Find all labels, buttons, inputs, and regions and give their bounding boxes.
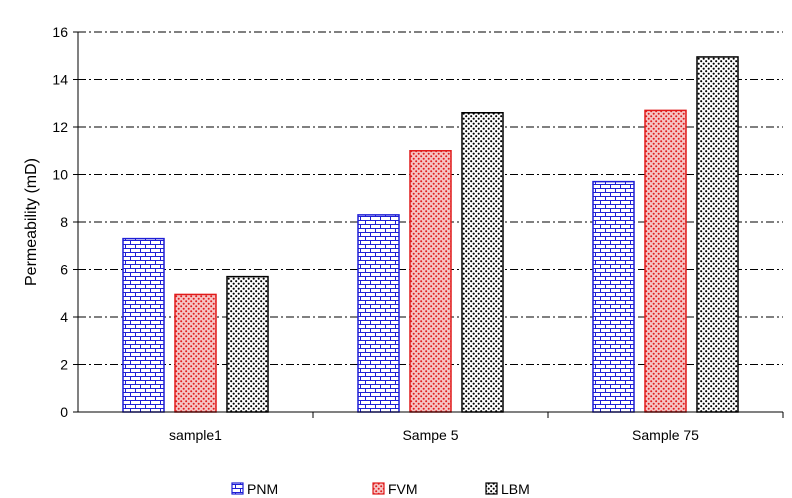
x-category-label: sample1	[169, 427, 222, 443]
bar-pnm-1	[357, 214, 400, 413]
x-category-label: Sample 75	[632, 427, 699, 443]
y-axis-ticks: 0 2 4 6 8 10 12 14 16	[52, 24, 78, 420]
bars	[122, 56, 739, 413]
bar-lbm-1	[461, 112, 504, 413]
legend-label-fvm: FVM	[388, 481, 418, 497]
bar-lbm-0	[226, 275, 269, 413]
legend-label-lbm: LBM	[501, 481, 530, 497]
x-category-label: Sampe 5	[402, 427, 458, 443]
y-tick-label: 16	[52, 24, 68, 40]
bar-pnm-2	[592, 180, 635, 413]
bar-lbm-2	[696, 56, 739, 413]
y-tick-label: 14	[52, 72, 68, 88]
bar-fvm-1	[409, 150, 452, 413]
legend-swatch-pnm	[231, 482, 244, 495]
y-axis-title: Permeability (mD)	[23, 158, 40, 286]
y-tick-label: 0	[60, 404, 68, 420]
bar-fvm-2	[644, 109, 687, 413]
bar-pnm-0	[122, 237, 165, 413]
bar-fvm-0	[174, 293, 217, 413]
y-tick-label: 4	[60, 309, 68, 325]
legend: PNM FVM LBM	[231, 481, 530, 497]
x-axis-labels: sample1 Sampe 5 Sample 75	[169, 427, 699, 443]
y-tick-label: 6	[60, 262, 68, 278]
legend-label-pnm: PNM	[247, 481, 278, 497]
legend-swatch-fvm	[372, 482, 385, 495]
y-tick-label: 2	[60, 357, 68, 373]
y-tick-label: 12	[52, 119, 68, 135]
y-tick-label: 10	[52, 167, 68, 183]
y-tick-label: 8	[60, 214, 68, 230]
legend-swatch-lbm	[485, 482, 498, 495]
